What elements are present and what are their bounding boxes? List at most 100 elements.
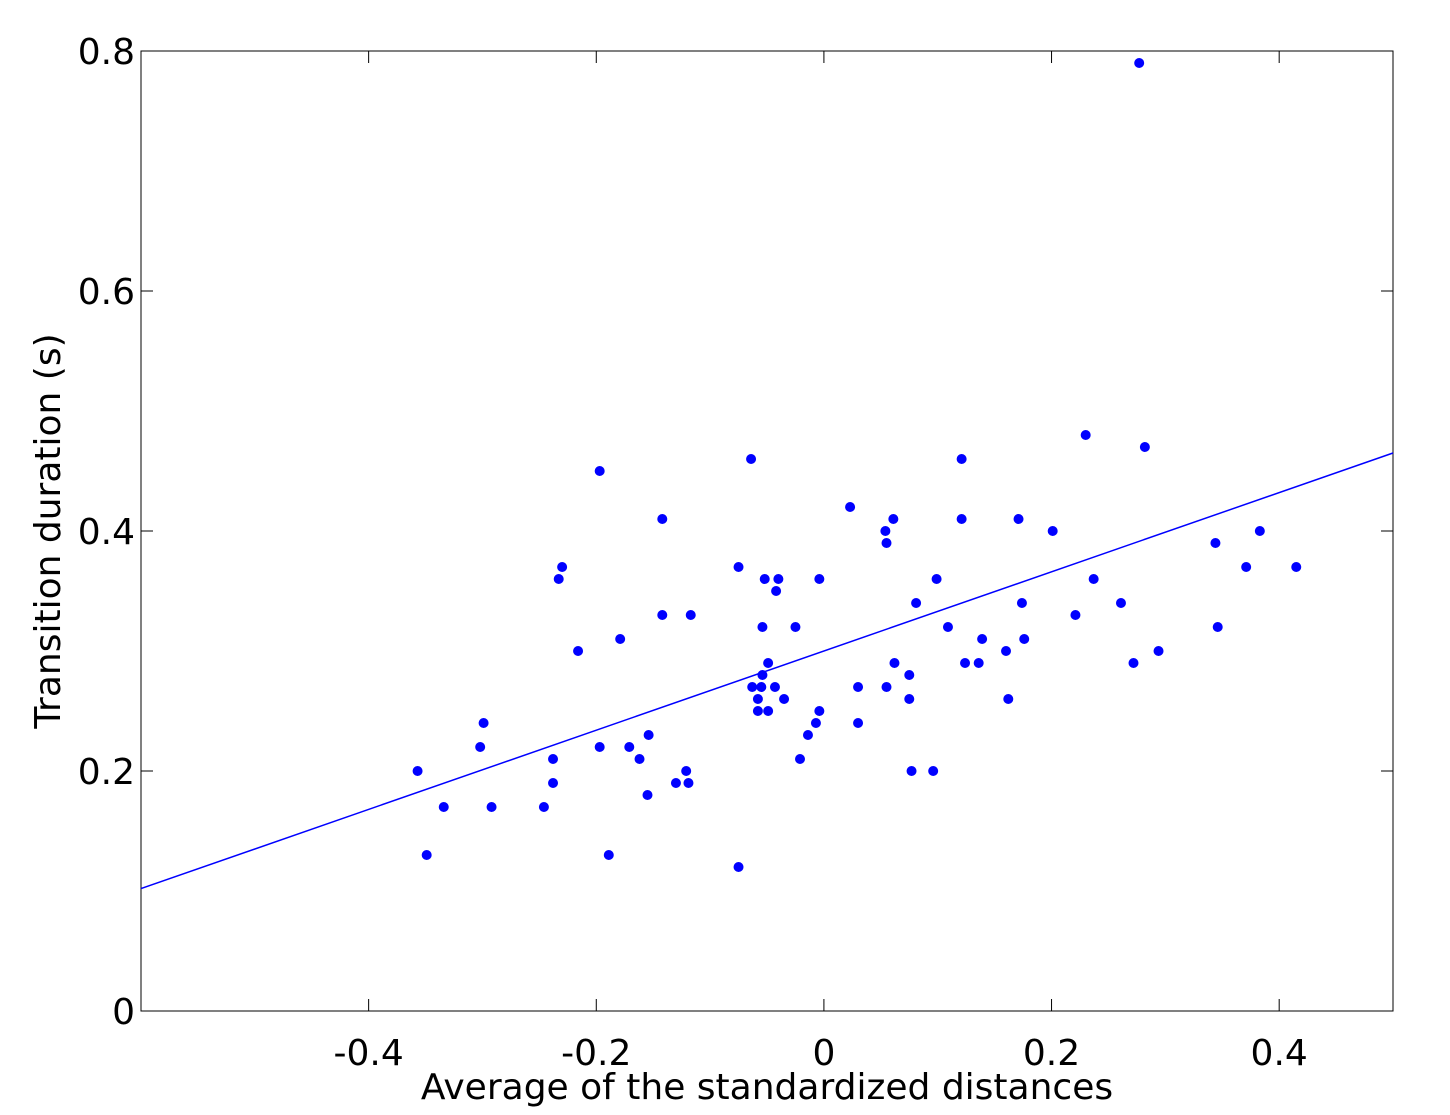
- y-tick-label: 0.2: [78, 752, 135, 793]
- x-tick-label: -0.4: [334, 1033, 404, 1074]
- data-point: [681, 766, 692, 776]
- data-point: [548, 754, 559, 764]
- data-point: [421, 850, 432, 860]
- data-point: [906, 766, 917, 776]
- data-point: [1210, 538, 1221, 548]
- axis-ticks: [141, 50, 1393, 1012]
- x-tick-label: -0.2: [561, 1033, 631, 1074]
- data-point: [771, 586, 782, 596]
- data-point: [973, 658, 984, 668]
- data-point: [615, 634, 626, 644]
- data-point: [1254, 526, 1265, 536]
- data-point: [624, 742, 635, 752]
- y-tick-label: 0.4: [78, 512, 135, 553]
- data-point: [752, 694, 763, 704]
- data-point: [1291, 562, 1302, 572]
- data-point: [657, 514, 668, 524]
- data-point: [733, 862, 744, 872]
- data-point: [814, 574, 825, 584]
- data-point: [1016, 598, 1027, 608]
- data-point: [956, 514, 967, 524]
- data-point: [928, 766, 939, 776]
- data-point: [810, 718, 821, 728]
- data-point: [733, 562, 744, 572]
- y-tick-labels: 0 0.2 0.4 0.6 0.8: [78, 32, 135, 1033]
- data-point: [1128, 658, 1139, 668]
- data-point: [752, 706, 763, 716]
- data-point: [1070, 610, 1081, 620]
- data-point: [486, 802, 497, 812]
- data-point: [573, 646, 584, 656]
- data-point: [747, 682, 758, 692]
- data-point: [759, 574, 770, 584]
- data-point: [881, 538, 892, 548]
- data-point: [642, 790, 653, 800]
- x-tick-label: 0.2: [1023, 1033, 1080, 1074]
- regression-line: [140, 452, 1394, 890]
- plot-area: [140, 50, 1394, 1012]
- data-point: [779, 694, 790, 704]
- data-point: [412, 766, 423, 776]
- data-point: [790, 622, 801, 632]
- data-point: [757, 622, 768, 632]
- data-point: [670, 778, 681, 788]
- data-point: [1139, 442, 1150, 452]
- data-point: [880, 526, 891, 536]
- data-point: [1153, 646, 1164, 656]
- data-point: [769, 682, 780, 692]
- data-point: [904, 694, 915, 704]
- data-point: [475, 742, 486, 752]
- data-point: [1003, 694, 1014, 704]
- data-point: [757, 670, 768, 680]
- data-point: [795, 754, 806, 764]
- data-point: [911, 598, 922, 608]
- data-point: [548, 778, 559, 788]
- data-point: [634, 754, 645, 764]
- data-point: [756, 682, 767, 692]
- data-point: [1047, 526, 1058, 536]
- data-point: [960, 658, 971, 668]
- data-point: [1080, 430, 1091, 440]
- data-point: [889, 658, 900, 668]
- data-point: [594, 742, 605, 752]
- data-point: [1241, 562, 1252, 572]
- x-axis-label: Average of the standardized distances: [421, 1067, 1113, 1108]
- data-point: [685, 610, 696, 620]
- y-tick-label: 0: [112, 992, 135, 1033]
- data-point: [594, 466, 605, 476]
- data-point: [438, 802, 449, 812]
- data-point: [904, 670, 915, 680]
- data-point: [977, 634, 988, 644]
- data-point: [1001, 646, 1012, 656]
- data-point: [746, 454, 757, 464]
- data-point: [763, 658, 774, 668]
- x-tick-labels: -0.4 -0.2 0 0.2 0.4: [334, 1033, 1308, 1074]
- data-point: [557, 562, 568, 572]
- data-point: [853, 718, 864, 728]
- data-point: [1134, 58, 1145, 68]
- data-point: [888, 514, 899, 524]
- data-point: [881, 682, 892, 692]
- data-points: [412, 58, 1302, 872]
- x-tick-label: 0: [812, 1033, 835, 1074]
- data-point: [478, 718, 489, 728]
- data-point: [763, 706, 774, 716]
- data-point: [802, 730, 813, 740]
- data-point: [553, 574, 564, 584]
- data-point: [773, 574, 784, 584]
- y-tick-label: 0.8: [78, 32, 135, 73]
- data-point: [853, 682, 864, 692]
- x-tick-label: 0.4: [1251, 1033, 1308, 1074]
- data-point: [1115, 598, 1126, 608]
- data-point: [931, 574, 942, 584]
- data-point: [814, 706, 825, 716]
- data-point: [956, 454, 967, 464]
- data-point: [845, 502, 856, 512]
- data-point: [683, 778, 694, 788]
- data-point: [1212, 622, 1223, 632]
- data-point: [657, 610, 668, 620]
- data-point: [603, 850, 614, 860]
- data-point: [538, 802, 549, 812]
- data-point: [942, 622, 953, 632]
